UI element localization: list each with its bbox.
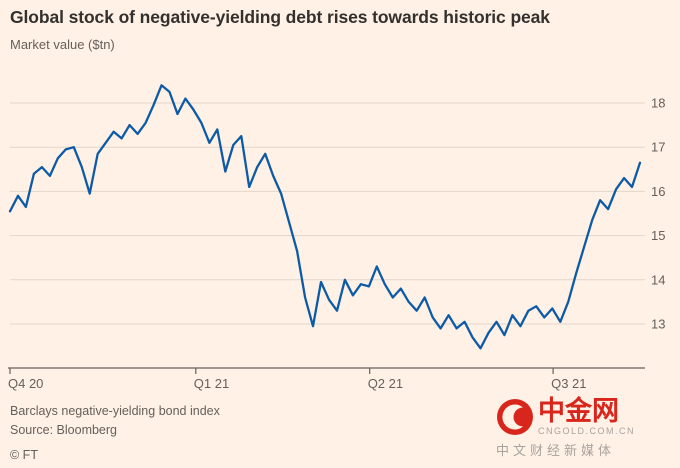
watermark-brand: 中金网 xyxy=(538,396,619,426)
line-chart: 13 14 15 16 17 18 Q4 20 Q1 21 Q2 21 Q3 21 xyxy=(0,56,680,392)
y-tick-label: 17 xyxy=(651,140,665,155)
y-tick-label: 16 xyxy=(651,184,665,199)
chart-footer: Barclays negative-yielding bond index So… xyxy=(10,402,220,465)
x-tick-label: Q3 21 xyxy=(551,376,586,391)
source-note: Source: Bloomberg xyxy=(10,423,118,437)
watermark-top-row: 中金网 CNGOLD.COM.CN xyxy=(496,397,666,436)
watermark-domain: CNGOLD.COM.CN xyxy=(538,426,636,436)
copyright-note: © FT xyxy=(10,448,38,462)
y-tick-label: 15 xyxy=(651,228,665,243)
chart-title: Global stock of negative-yielding debt r… xyxy=(10,7,550,27)
watermark-tagline: 中文财经新媒体 xyxy=(496,443,616,458)
cngold-watermark: 中金网 CNGOLD.COM.CN 中文财经新媒体 xyxy=(496,397,666,459)
x-tick-label: Q2 21 xyxy=(368,376,403,391)
cngold-logo-icon xyxy=(496,398,534,436)
x-tick-label: Q1 21 xyxy=(194,376,229,391)
y-tick-label: 18 xyxy=(651,96,665,111)
data-line xyxy=(8,84,642,350)
index-note: Barclays negative-yielding bond index xyxy=(10,404,220,418)
y-tick-label: 14 xyxy=(651,272,665,287)
y-axis-unit-label: Market value ($tn) xyxy=(10,37,115,52)
x-tick-label: Q4 20 xyxy=(8,376,43,391)
watermark-text-column: 中金网 CNGOLD.COM.CN xyxy=(538,397,635,436)
y-tick-label: 13 xyxy=(651,317,665,332)
